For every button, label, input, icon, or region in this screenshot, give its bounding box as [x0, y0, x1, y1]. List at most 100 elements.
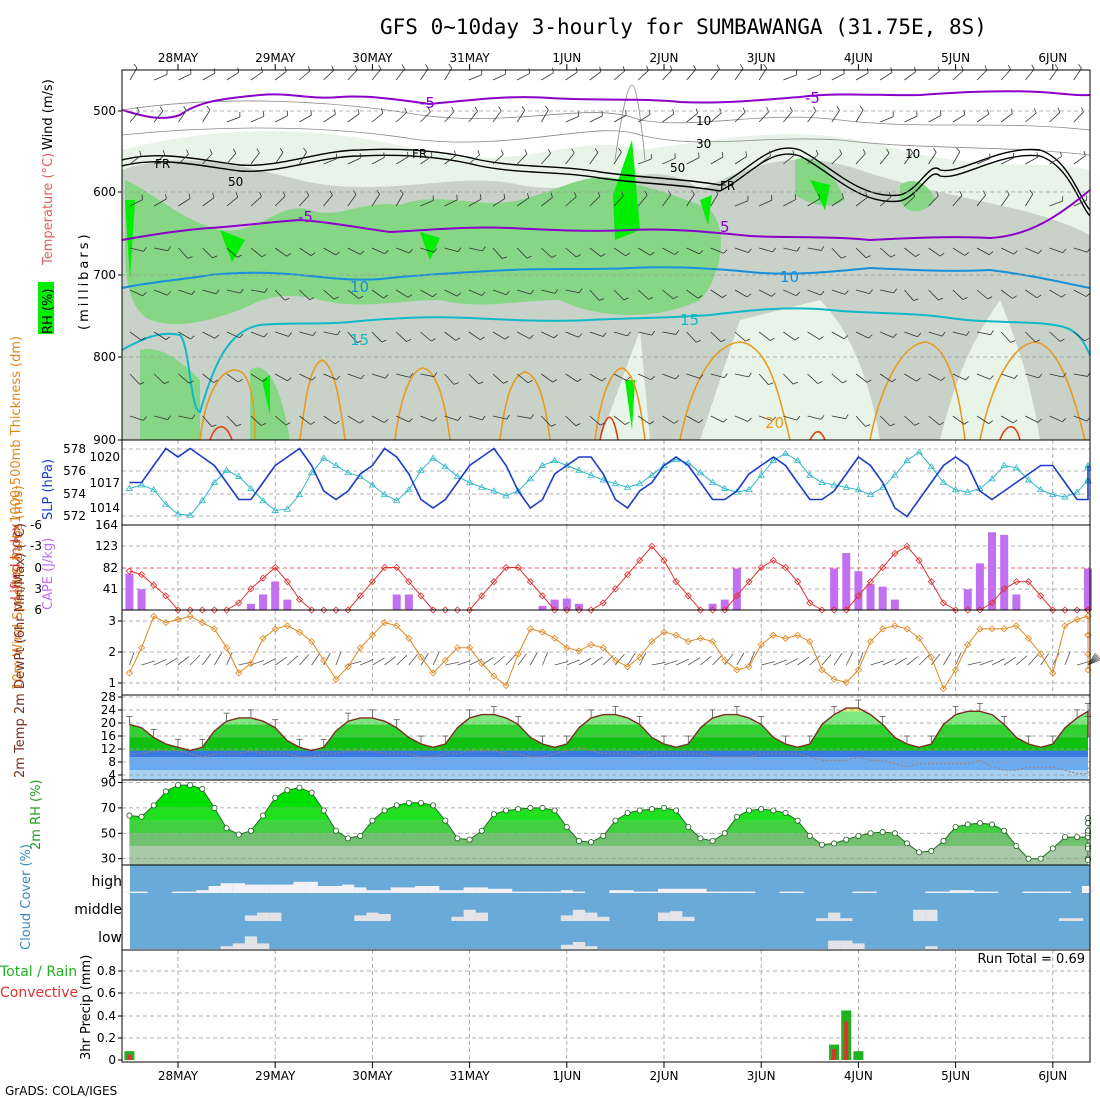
marker: [490, 672, 498, 680]
wind-barb-flag: [165, 336, 171, 340]
wind10-barb: [675, 658, 690, 666]
marker: [733, 666, 741, 674]
marker: [538, 628, 547, 636]
wind-barb-flag: [1036, 294, 1042, 299]
wind-barb: [274, 415, 287, 426]
marker: [709, 837, 716, 844]
wind-barb: [662, 415, 675, 424]
wind-barb-flag: [139, 382, 145, 385]
wind-barb: [831, 73, 845, 81]
marker: [150, 612, 158, 620]
marker: [721, 656, 729, 664]
wind-barb: [952, 289, 964, 300]
marker: [453, 606, 462, 614]
wind-barb-flag: [720, 339, 726, 343]
wind-barb: [274, 247, 287, 257]
wind-barb-flag: [579, 288, 583, 293]
cloud-bar: [1046, 891, 1059, 893]
wind-barb: [178, 415, 193, 420]
cloud-panel: high middle low Cloud Cover (%): [19, 844, 1095, 951]
wind-barb: [468, 110, 478, 123]
wind-barb: [807, 289, 821, 296]
contour-label-rh: 50: [670, 161, 685, 175]
wind-barb-flag: [333, 109, 336, 115]
wind-barb-flag: [962, 297, 968, 300]
wind-barb-flag: [359, 419, 364, 424]
wind10-barb: [1028, 654, 1039, 666]
wind-barb-flag: [625, 110, 627, 116]
wind-barb: [153, 110, 164, 123]
wind-barb-flag: [594, 148, 599, 153]
wind-barb: [492, 331, 506, 340]
wind-barb: [541, 72, 554, 81]
wind-barb: [492, 373, 504, 384]
wind10-y-ticks: 3 2 1: [108, 614, 122, 690]
marker: [673, 807, 680, 814]
wind-barb: [299, 289, 310, 301]
wind-barb: [492, 110, 502, 123]
marker: [308, 637, 316, 646]
wind-barb: [444, 289, 458, 297]
wind10-barb: [141, 660, 156, 666]
wind-barb-flag: [263, 333, 268, 338]
wind-barb: [371, 194, 380, 207]
li-tick: 0: [34, 561, 42, 575]
wind-barb: [880, 331, 894, 338]
wind-barb-flag: [869, 289, 873, 294]
wind-barb-flag: [333, 296, 339, 300]
wind10-barb: [1003, 656, 1017, 666]
marker: [357, 832, 364, 839]
wind-barb: [202, 331, 216, 339]
wind-barb: [226, 72, 239, 81]
wind-barb: [517, 289, 531, 295]
wind-barb: [202, 415, 213, 427]
wind-barb: [565, 373, 578, 382]
cloud-bar: [572, 909, 586, 921]
marker: [380, 563, 389, 572]
wind-barb: [250, 247, 263, 258]
wind-barb: [879, 415, 891, 427]
wind-label: Wind (m/s): [41, 79, 56, 150]
cape-bar: [404, 594, 413, 610]
wind10-barb: [517, 653, 527, 666]
cape-bar: [538, 605, 547, 610]
slp-y-ticks: 578 576 574 572 1020 1017 1014: [63, 442, 120, 523]
y-tick-label: 500: [93, 104, 116, 118]
wind-barb-flag: [455, 337, 461, 341]
wind-barb: [807, 247, 822, 251]
marker: [988, 599, 996, 607]
wind-barb-flag: [503, 193, 506, 199]
marker: [125, 567, 133, 575]
wind-barb-flag: [748, 372, 752, 378]
marker: [952, 823, 959, 830]
precip-conv-bar: [844, 1021, 849, 1060]
wind-barb-flag: [716, 64, 720, 70]
upper-panel-label: RH (%) Temperature (°C) Wind (m/s) (mill…: [38, 79, 92, 334]
wind-barb-flag: [406, 339, 412, 342]
wind-barb: [178, 198, 191, 207]
wind-barb: [952, 114, 966, 123]
wind-barb: [904, 331, 918, 338]
marker: [1024, 578, 1033, 586]
wind-barb-flag: [215, 289, 220, 295]
wind-barb-flag: [862, 148, 866, 154]
wind-barb-flag: [984, 65, 988, 71]
wind-barb: [517, 415, 532, 419]
date-label: 31MAY: [449, 51, 490, 65]
marker: [344, 469, 352, 476]
wind-barb: [613, 331, 628, 337]
wind-barb: [710, 289, 723, 298]
marker: [137, 481, 146, 488]
wind-barb: [347, 157, 361, 165]
wind-barb-flag: [623, 297, 629, 301]
marker: [976, 625, 984, 633]
wind-barb: [952, 70, 964, 81]
marker: [1024, 634, 1033, 642]
wind-barb: [928, 70, 940, 81]
marker: [648, 806, 655, 813]
rh2m-markers: [126, 782, 1092, 863]
marker: [1013, 842, 1020, 849]
wind-barb-flag: [433, 248, 438, 253]
wind-barb-flag: [336, 375, 341, 380]
wind-barb-flag: [552, 379, 558, 383]
